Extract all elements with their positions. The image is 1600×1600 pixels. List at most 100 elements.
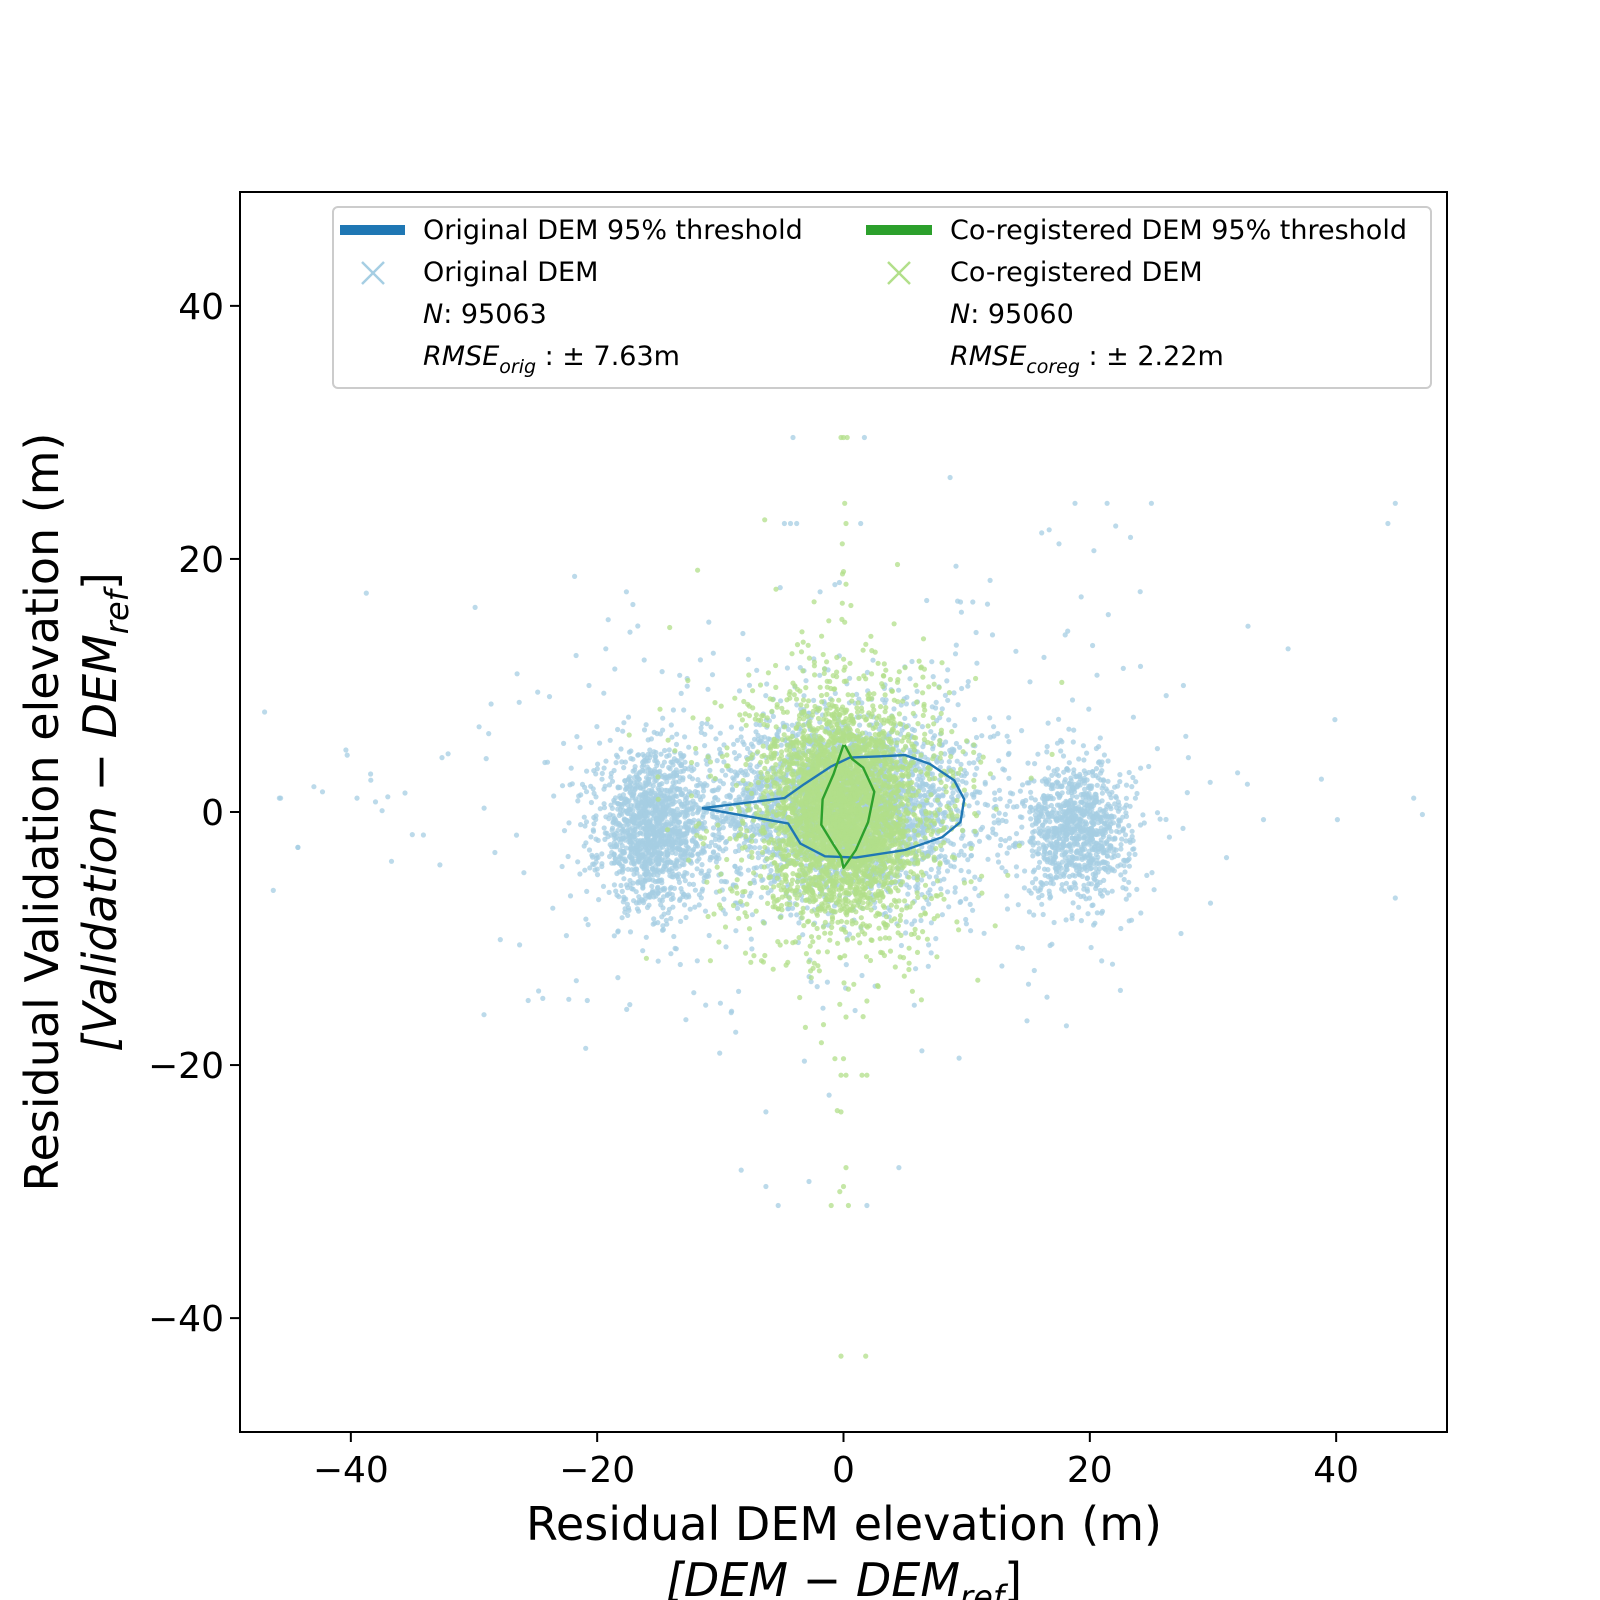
original-dem-point xyxy=(694,958,700,964)
original-dem-point xyxy=(1094,882,1101,888)
original-dem-point xyxy=(1081,801,1088,808)
original-dem-point xyxy=(650,783,656,789)
original-dem-point xyxy=(1118,872,1124,878)
original-dem-point xyxy=(481,1012,487,1018)
original-dem-point xyxy=(725,813,731,819)
original-dem-point xyxy=(625,866,631,872)
original-dem-point xyxy=(919,1048,925,1054)
original-dem-point xyxy=(655,837,661,843)
original-dem-point xyxy=(1091,861,1097,867)
original-dem-point xyxy=(1081,768,1087,774)
original-dem-point xyxy=(1068,859,1075,865)
original-dem-point xyxy=(1121,857,1127,864)
original-dem-point xyxy=(1076,836,1082,842)
original-dem-point xyxy=(1029,807,1036,814)
original-dem-point xyxy=(694,761,700,768)
original-dem-point xyxy=(573,652,579,659)
original-dem-point xyxy=(628,841,634,847)
original-dem-point xyxy=(641,753,648,760)
original-dem-point xyxy=(996,758,1002,764)
original-dem-point xyxy=(635,783,641,789)
original-dem-point xyxy=(658,851,664,857)
original-dem-point xyxy=(681,902,688,908)
original-dem-point xyxy=(583,916,589,922)
original-dem-point xyxy=(759,877,765,884)
original-dem-point xyxy=(996,787,1003,794)
original-dem-point xyxy=(659,914,665,920)
original-dem-point xyxy=(714,758,720,764)
original-dem-point xyxy=(1066,873,1072,880)
original-dem-point xyxy=(1028,789,1034,795)
original-dem-point xyxy=(748,741,755,747)
original-dem-point xyxy=(963,791,969,798)
original-dem-point xyxy=(1085,792,1091,798)
original-dem-point xyxy=(1137,663,1144,670)
original-dem-point xyxy=(595,761,601,767)
original-dem-point xyxy=(738,726,745,732)
original-dem-point xyxy=(599,851,605,857)
original-dem-point xyxy=(1003,818,1009,825)
original-dem-point xyxy=(658,751,664,757)
original-dem-point xyxy=(677,961,683,968)
original-dem-point xyxy=(673,850,679,857)
original-dem-point xyxy=(671,769,677,776)
original-dem-point xyxy=(721,896,727,902)
original-dem-point xyxy=(685,892,691,898)
original-dem-point xyxy=(1030,853,1036,859)
original-dem-point xyxy=(586,682,592,689)
original-dem-point xyxy=(620,823,626,830)
original-dem-point xyxy=(695,805,701,811)
original-dem-point xyxy=(811,697,817,704)
original-dem-point xyxy=(729,786,736,792)
original-dem-point xyxy=(919,808,925,814)
original-dem-point xyxy=(1076,855,1082,861)
original-dem-point xyxy=(648,803,654,809)
original-dem-point xyxy=(932,733,938,739)
original-dem-point xyxy=(1097,735,1103,741)
original-dem-point xyxy=(1022,868,1028,874)
original-dem-point xyxy=(1017,788,1024,794)
original-dem-point xyxy=(958,761,964,768)
original-dem-point xyxy=(944,678,950,684)
original-dem-point xyxy=(1140,812,1146,818)
original-dem-point xyxy=(619,856,626,862)
original-dem-point xyxy=(704,721,710,727)
original-dem-point xyxy=(1141,820,1147,826)
original-dem-point xyxy=(1108,845,1114,851)
original-dem-point xyxy=(1088,829,1094,835)
original-dem-point xyxy=(601,765,607,771)
original-dem-point xyxy=(996,810,1002,816)
original-dem-point xyxy=(627,877,633,884)
original-dem-point xyxy=(933,936,939,942)
original-dem-point xyxy=(640,831,646,837)
original-dem-point xyxy=(681,707,687,713)
original-dem-point xyxy=(1070,900,1076,906)
original-dem-point xyxy=(1043,817,1049,823)
original-dem-point xyxy=(1071,816,1077,822)
original-dem-point xyxy=(1040,842,1046,848)
original-dem-point xyxy=(902,715,908,722)
original-dem-point xyxy=(1096,848,1102,855)
original-dem-point xyxy=(641,727,648,733)
original-dem-point xyxy=(1031,967,1037,974)
original-dem-point xyxy=(1025,760,1031,766)
original-dem-point xyxy=(1108,806,1114,812)
original-dem-point xyxy=(1001,767,1008,773)
original-dem-point xyxy=(1051,768,1057,774)
original-dem-point xyxy=(676,871,682,877)
original-dem-point xyxy=(714,814,720,821)
original-dem-point xyxy=(732,826,738,832)
original-dem-point xyxy=(609,827,615,833)
original-dem-point xyxy=(635,880,641,886)
original-dem-point xyxy=(621,720,627,726)
original-dem-point xyxy=(963,896,969,902)
original-dem-point xyxy=(1013,831,1020,837)
original-dem-point xyxy=(1103,786,1109,792)
original-dem-point xyxy=(670,904,676,910)
original-dem-point xyxy=(1118,846,1124,852)
original-dem-point xyxy=(958,867,964,874)
original-dem-point xyxy=(952,651,959,657)
original-dem-point xyxy=(1059,739,1065,745)
original-dem-point xyxy=(1104,839,1110,845)
original-dem-point xyxy=(1059,886,1065,892)
